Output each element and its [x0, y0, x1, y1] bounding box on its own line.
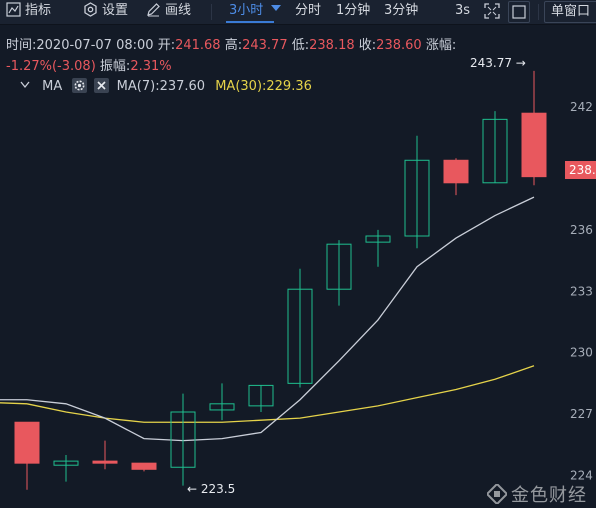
ma-label: MA — [42, 79, 63, 94]
timeframe-label: 分时 — [295, 3, 322, 18]
change-label: 涨幅: — [425, 38, 457, 53]
ma30-line-lead — [0, 402, 28, 405]
y-axis-tick-label: 227 — [570, 407, 593, 421]
ohlc-info-row: 时间:2020-07-07 08:00 开:241.68 高:243.77 低:… — [6, 34, 456, 53]
time-label: 时间: — [6, 38, 37, 53]
ma-legend: MA MA(7):237.60 MA(30):229.36 — [20, 78, 312, 94]
watermark-text: 金色财经 — [511, 485, 587, 506]
ma30-value: MA(30):229.36 — [215, 79, 312, 94]
candle-body-up — [482, 118, 508, 184]
y-axis-tick-label: 242 — [570, 100, 593, 114]
ma-close-button[interactable] — [93, 78, 109, 93]
low-label: 低: — [291, 38, 310, 53]
amplitude-label: 振幅: — [99, 59, 131, 74]
fullscreen-icon — [484, 3, 500, 19]
timeframe-label: 1分钟 — [336, 3, 371, 18]
high-label: 高: — [224, 38, 243, 53]
close-value: 238.60 — [376, 38, 422, 53]
candle-body-down — [131, 462, 157, 470]
brand-logo-icon — [487, 484, 507, 504]
ohlc-info-row-2: -1.27%(-3.08) 振幅:2.31% — [6, 55, 172, 74]
toolbar-divider — [211, 4, 212, 20]
ma30-line — [26, 365, 535, 423]
toolbar-divider — [538, 4, 539, 20]
toolbar: 指标 设置 画线 3小时 分时 1分钟 3分钟 3s 单窗口 — [0, 0, 596, 25]
high-value: 243.77 — [242, 38, 288, 53]
close-label: 收: — [358, 38, 377, 53]
candle-body-up — [170, 411, 196, 468]
pencil-icon — [147, 3, 160, 17]
draw-line-button[interactable]: 画线 — [146, 0, 191, 24]
low-value: 238.18 — [309, 38, 355, 53]
chart-indicator-icon — [6, 2, 21, 17]
indicators-label: 指标 — [25, 3, 52, 18]
collapse-chevron-icon[interactable] — [20, 81, 30, 89]
amplitude-value: 2.31% — [130, 59, 172, 74]
timeframe-label: 3s — [455, 3, 471, 18]
timeframe-option[interactable]: 1分钟 — [336, 0, 370, 24]
window-toggle-button[interactable] — [508, 1, 530, 23]
candle-body-up — [287, 288, 313, 384]
close-icon — [96, 81, 106, 90]
candle-body-down — [443, 159, 469, 184]
candle-body-up — [53, 460, 79, 466]
candle-body-up — [248, 384, 274, 407]
high-price-marker: 243.77 → — [470, 56, 526, 70]
ma-settings-button[interactable] — [72, 78, 88, 93]
caret-down-icon — [271, 5, 282, 11]
current-price-tag: 238.6 — [565, 161, 596, 179]
window-icon — [512, 5, 526, 19]
ma7-value: MA(7):237.60 — [116, 79, 206, 94]
ma7-line — [26, 196, 535, 442]
single-window-label: 单窗口 — [551, 4, 591, 19]
candle-body-down — [14, 421, 40, 464]
y-axis-tick-label: 233 — [570, 284, 593, 298]
candle-body-down — [521, 112, 547, 178]
timeframe-dropdown[interactable]: 3小时 — [229, 0, 285, 24]
low-price-marker: ← 223.5 — [187, 482, 236, 496]
timeframe-option[interactable]: 3分钟 — [384, 0, 418, 24]
change-value: -1.27%(-3.08) — [6, 59, 96, 74]
candle-body-up — [365, 235, 391, 243]
settings-label: 设置 — [102, 3, 129, 18]
timeframe-active-underline — [226, 21, 274, 23]
candle-body-down — [92, 460, 118, 464]
y-axis-tick-label: 224 — [570, 468, 593, 482]
timeframe-active-label: 3小时 — [229, 3, 264, 18]
indicators-button[interactable]: 指标 — [6, 0, 51, 24]
gear-icon — [74, 80, 85, 91]
candle-body-up — [326, 243, 352, 290]
single-window-button[interactable]: 单窗口 — [544, 1, 596, 23]
time-value: 2020-07-07 08:00 — [36, 38, 154, 53]
fullscreen-button[interactable] — [484, 2, 504, 26]
draw-line-label: 画线 — [165, 3, 192, 18]
y-axis-tick-label: 236 — [570, 223, 593, 237]
open-value: 241.68 — [175, 38, 221, 53]
candle-body-up — [404, 159, 430, 237]
timeframe-label: 3分钟 — [384, 3, 419, 18]
candlestick-chart[interactable]: 242239236233230227224 — [0, 60, 596, 508]
settings-button[interactable]: 设置 — [83, 0, 128, 24]
timeframe-option[interactable]: 分时 — [295, 0, 321, 24]
y-axis-tick-label: 230 — [570, 346, 593, 360]
candle-body-up — [209, 403, 235, 411]
gear-icon — [84, 2, 97, 17]
open-label: 开: — [157, 38, 176, 53]
timeframe-option[interactable]: 3s — [455, 0, 470, 24]
watermark: 金色财经 — [487, 481, 587, 507]
